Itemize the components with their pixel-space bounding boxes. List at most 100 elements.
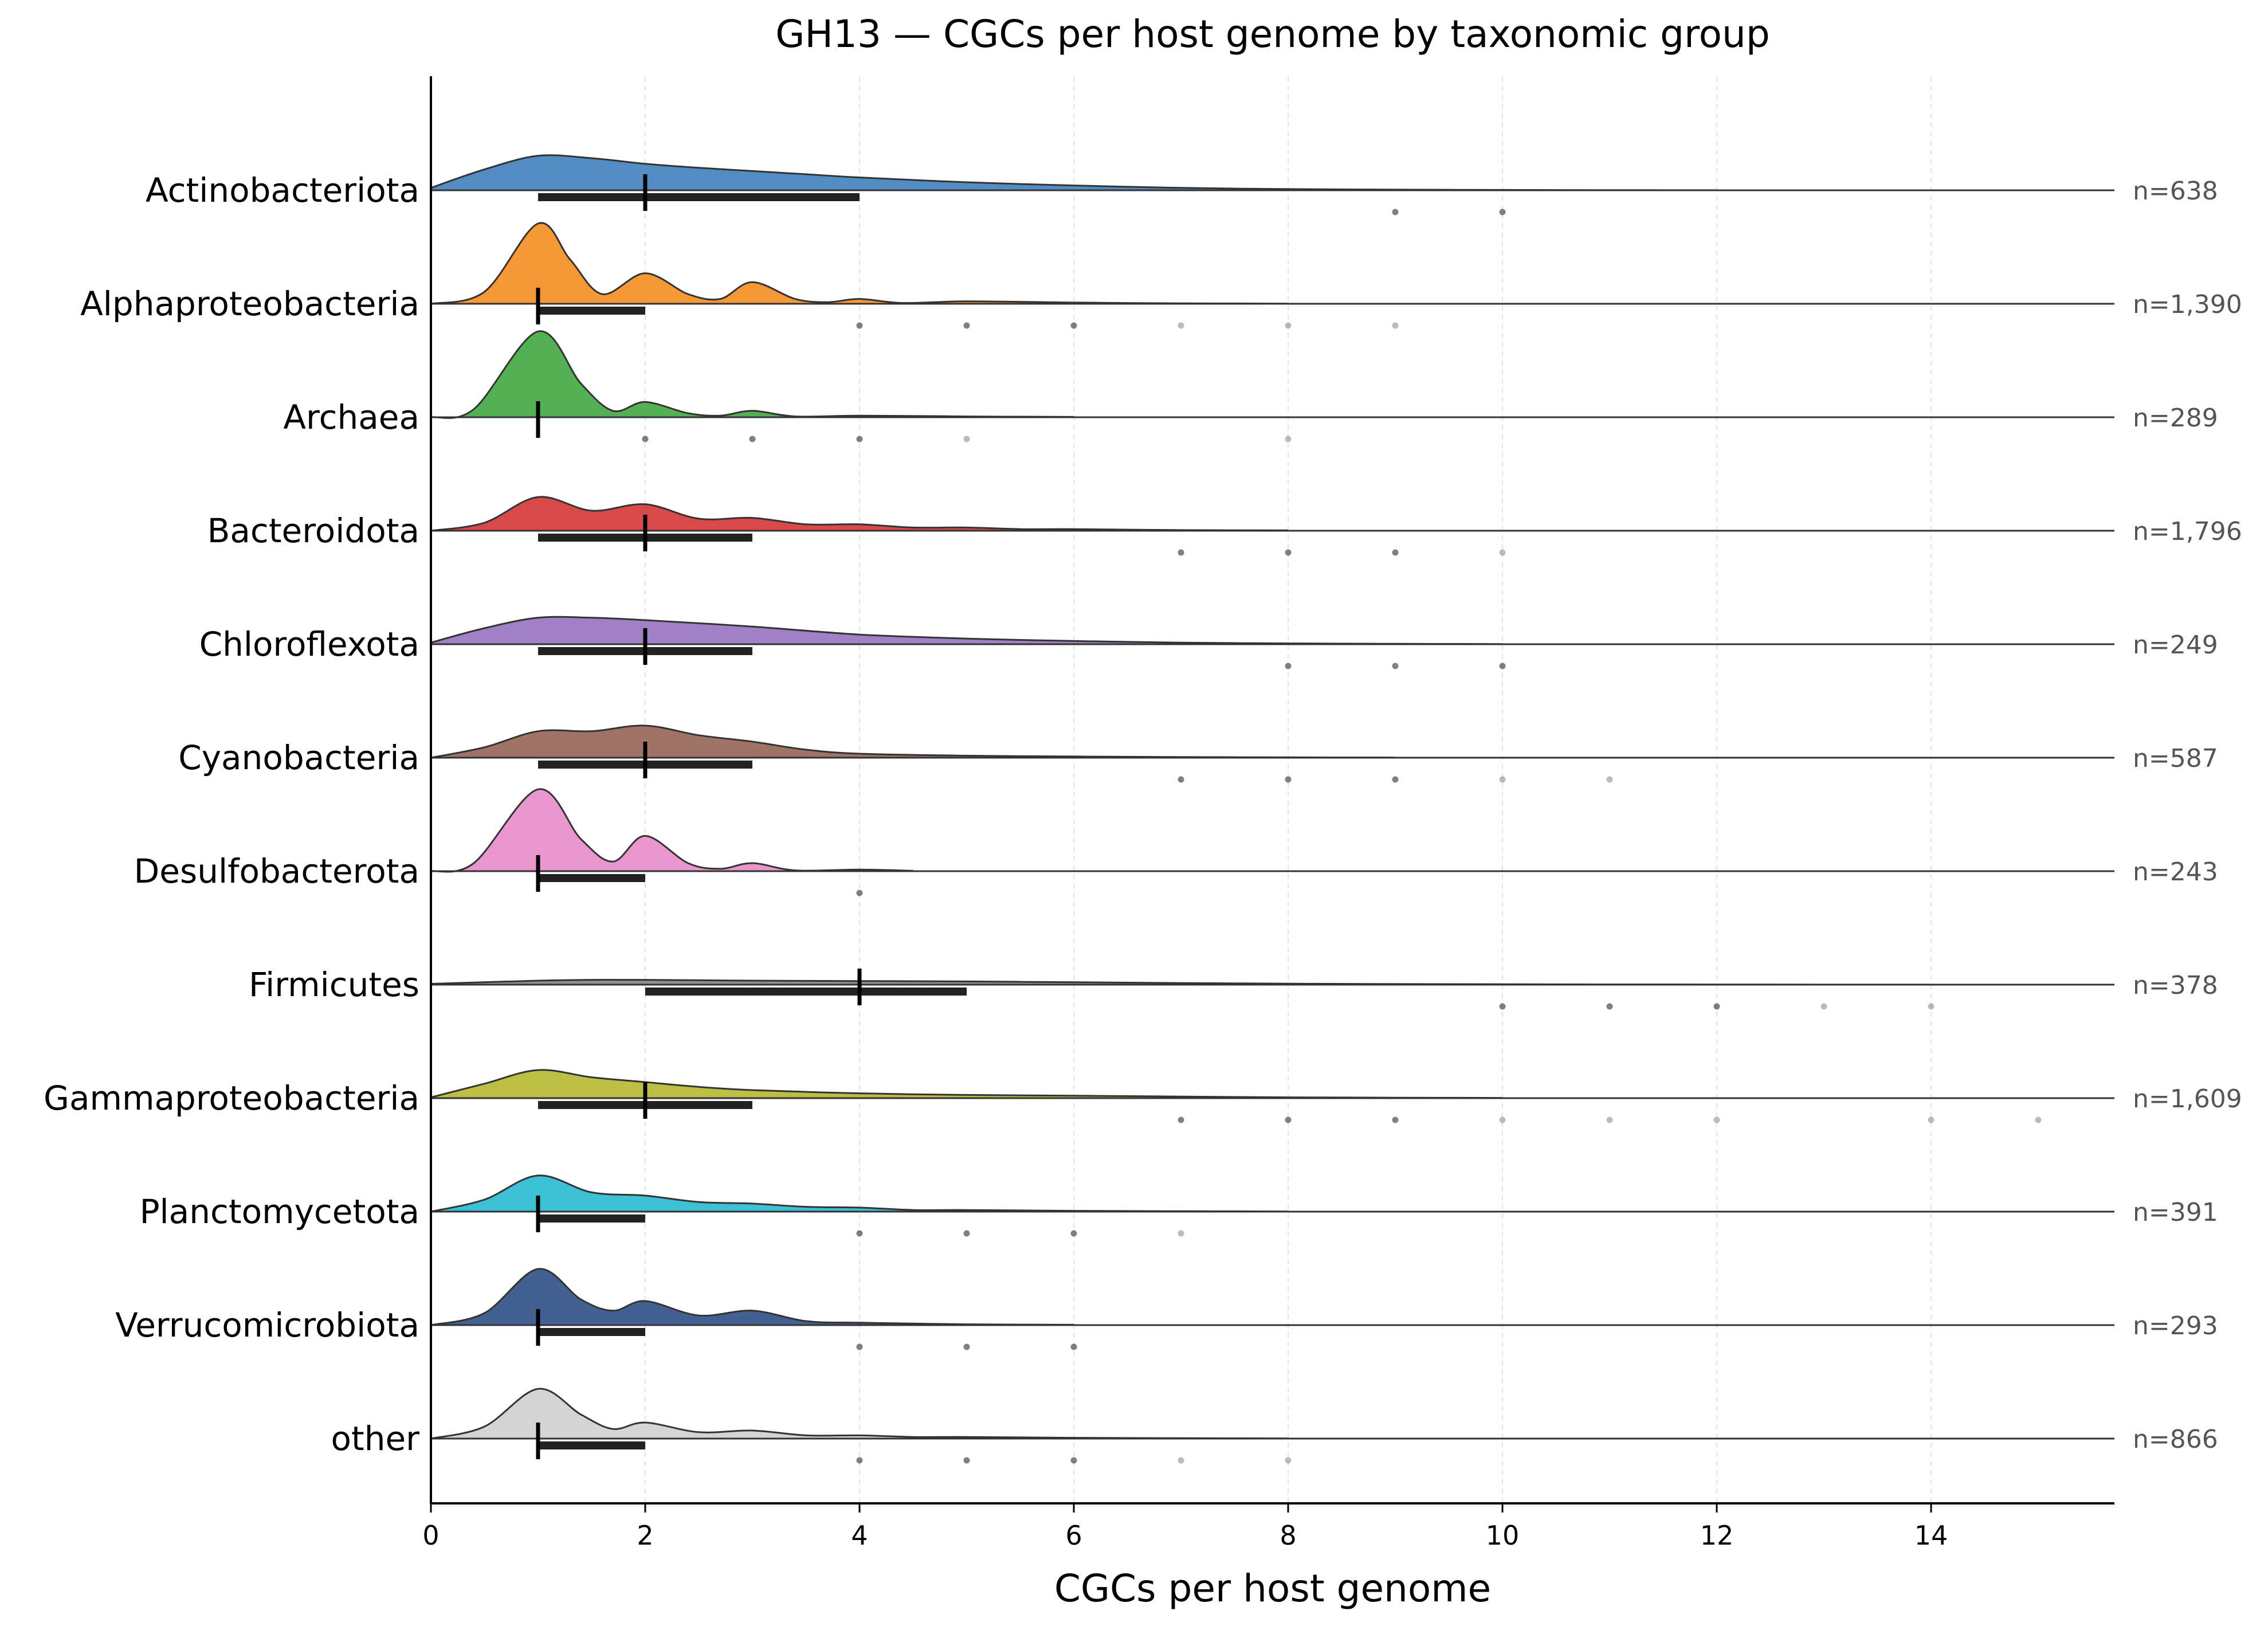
density-fill <box>431 1069 1502 1098</box>
category-label: Gammaproteobacteria <box>44 1079 419 1118</box>
outlier-point <box>1928 1003 1935 1010</box>
ridge-cyanobacteria: Cyanobacteria n=587 <box>178 724 2218 783</box>
category-label: Firmicutes <box>249 965 419 1004</box>
outlier-point <box>856 1343 863 1350</box>
outlier-point <box>749 436 756 442</box>
count-label: n=587 <box>2133 744 2218 773</box>
density-fill <box>431 1268 1074 1325</box>
category-label: Archaea <box>283 398 419 437</box>
outlier-point <box>2035 1116 2042 1123</box>
iqr-bar <box>538 307 645 315</box>
ridge-verrucomicrobiota: Verrucomicrobiota n=293 <box>115 1268 2218 1350</box>
density-fill <box>431 1388 1288 1439</box>
chart-title: GH13 — CGCs per host genome by taxonomic… <box>775 12 1770 56</box>
ridge-gammaproteobacteria: Gammaproteobacteria n=1,609 <box>44 1069 2242 1123</box>
x-tick-label: 8 <box>1280 1520 1296 1551</box>
ridge-archaea: Archaea n=289 <box>283 330 2218 442</box>
outlier-point <box>1178 1116 1184 1123</box>
category-label: Desulfobacterota <box>134 852 419 891</box>
outlier-point <box>856 1457 863 1464</box>
outlier-point <box>856 890 863 896</box>
outlier-point <box>1606 776 1613 783</box>
outlier-point <box>1392 549 1399 556</box>
density-fill <box>431 155 1717 190</box>
count-label: n=1,609 <box>2133 1084 2242 1114</box>
ridge-actinobacteriota: Actinobacteriota n=638 <box>146 154 2218 216</box>
density-fill <box>431 331 1074 418</box>
count-label: n=289 <box>2133 403 2218 433</box>
outlier-point <box>1392 776 1399 783</box>
outlier-point <box>1285 436 1292 442</box>
density-outline <box>430 330 1074 420</box>
category-label: Alphaproteobacteria <box>80 284 419 323</box>
iqr-bar <box>538 1214 645 1223</box>
outlier-point <box>1606 1116 1613 1123</box>
category-label: Cyanobacteria <box>178 738 419 777</box>
outlier-point <box>1820 1003 1827 1010</box>
outlier-point <box>1070 322 1077 329</box>
x-tick-label: 2 <box>637 1520 653 1551</box>
outlier-point <box>1392 1116 1399 1123</box>
outlier-point <box>1392 663 1399 669</box>
iqr-bar <box>538 874 645 882</box>
ridge-planctomycetota: Planctomycetota n=391 <box>140 1174 2218 1237</box>
x-tick-label: 6 <box>1065 1520 1082 1551</box>
x-tick-label: 14 <box>1914 1520 1948 1551</box>
category-label: other <box>331 1419 419 1458</box>
outlier-point <box>1070 1230 1077 1237</box>
density-outline <box>430 496 1289 532</box>
x-tick-label: 4 <box>851 1520 868 1551</box>
count-label: n=243 <box>2133 857 2218 887</box>
count-label: n=293 <box>2133 1311 2218 1341</box>
density-fill <box>431 789 913 872</box>
outlier-point <box>1070 1343 1077 1350</box>
ridge-alphaproteobacteria: Alphaproteobacteria n=1,390 <box>80 222 2242 329</box>
ridge-firmicutes: Firmicutes n=378 <box>249 965 2218 1010</box>
density-fill <box>431 725 1395 758</box>
ridge-chloroflexota: Chloroflexota n=249 <box>199 616 2218 669</box>
outlier-point <box>856 322 863 329</box>
outlier-point <box>856 436 863 442</box>
outlier-point <box>1070 1457 1077 1464</box>
count-label: n=249 <box>2133 630 2218 660</box>
count-label: n=378 <box>2133 971 2218 1000</box>
density-outline <box>430 1268 1074 1326</box>
outlier-point <box>1606 1003 1613 1010</box>
outlier-point <box>1285 322 1292 329</box>
outlier-point <box>1392 209 1399 216</box>
count-label: n=638 <box>2133 177 2218 206</box>
x-tick-label: 0 <box>422 1520 439 1551</box>
ridge-desulfobacterota: Desulfobacterota n=243 <box>134 788 2218 896</box>
density-fill <box>431 222 1288 304</box>
outlier-point <box>1178 776 1184 783</box>
ridge-bacteroidota: Bacteroidota n=1,796 <box>207 496 2242 556</box>
category-label: Planctomycetota <box>140 1192 419 1231</box>
count-label: n=866 <box>2133 1425 2218 1454</box>
outlier-point <box>1178 322 1184 329</box>
outlier-point <box>963 1343 970 1350</box>
ridges: Actinobacteriota n=638 Alphaproteobacteria… <box>44 154 2242 1464</box>
x-tick-label: 10 <box>1486 1520 1520 1551</box>
iqr-bar <box>538 1328 645 1336</box>
count-label: n=1,796 <box>2133 517 2242 546</box>
iqr-bar <box>538 1441 645 1449</box>
iqr-bar <box>538 193 860 201</box>
outlier-point <box>1285 1116 1292 1123</box>
count-label: n=1,390 <box>2133 290 2242 319</box>
outlier-point <box>1499 1116 1506 1123</box>
x-axis-label: CGCs per host genome <box>1054 1566 1491 1611</box>
outlier-point <box>1499 663 1506 669</box>
outlier-point <box>963 1457 970 1464</box>
category-label: Actinobacteriota <box>146 171 419 210</box>
outlier-point <box>1178 549 1184 556</box>
outlier-point <box>963 436 970 442</box>
outlier-point <box>1499 776 1506 783</box>
x-tick-label: 12 <box>1700 1520 1734 1551</box>
outlier-point <box>856 1230 863 1237</box>
category-label: Chloroflexota <box>199 625 419 664</box>
outlier-point <box>1285 663 1292 669</box>
outlier-point <box>963 322 970 329</box>
category-label: Bacteroidota <box>207 511 419 550</box>
